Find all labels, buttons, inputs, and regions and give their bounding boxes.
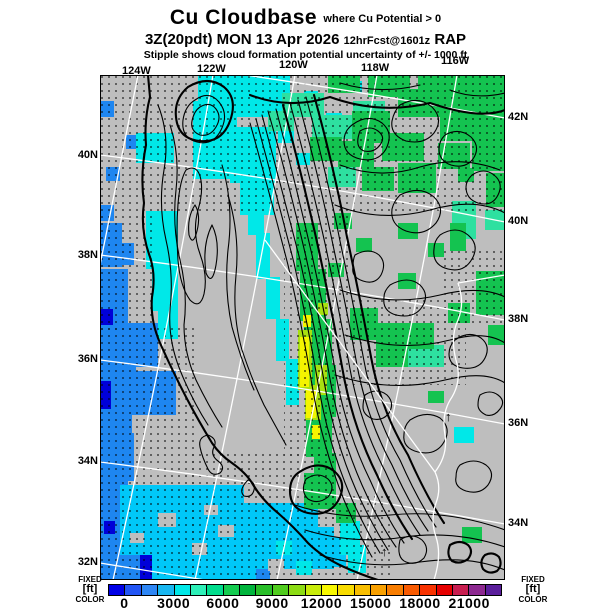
lon-label-122w: 122W xyxy=(197,63,226,75)
colorbar-unit-label: [ft] xyxy=(525,583,541,596)
contour-lines xyxy=(141,75,505,580)
lat-label-right-40n: 40N xyxy=(508,215,529,227)
valid-time: 3Z(20pdt) MON 13 Apr 2026 xyxy=(144,31,340,49)
lon-label-124w: 124W xyxy=(122,65,151,77)
title-main: Cu Cloudbase xyxy=(169,6,318,29)
site-markers: ↑ ↑ xyxy=(381,409,452,559)
stipple-note: Stipple shows cloud formation potential … xyxy=(143,49,468,62)
colorbar-swatches xyxy=(108,584,502,596)
lat-label-left-38n: 38N xyxy=(77,249,98,261)
forecast-cycle: 12hrFcst@1601z xyxy=(343,35,431,48)
colorbar-tick-label: 0 xyxy=(120,595,129,611)
colorbar-tick-label: 15000 xyxy=(349,595,392,611)
colorbar-tick-label: 21000 xyxy=(448,595,490,611)
colorbar-ticks: 0 3000 6000 9000 12000 15000 18000 21000 xyxy=(0,595,611,611)
lat-label-left-32n: 32N xyxy=(77,556,98,568)
map-frame xyxy=(100,75,505,580)
lon-label-118w: 118W xyxy=(361,62,390,74)
lat-label-left-36n: 36N xyxy=(77,353,98,365)
forecast-map: ↑ ↑ xyxy=(100,75,505,580)
title-block: Cu Cloudbase where Cu Potential > 0 3Z(2… xyxy=(0,6,611,61)
colorbar-color-label: COLOR xyxy=(75,594,105,604)
site-marker-arrow-icon: ↑ xyxy=(445,409,452,424)
model-name: RAP xyxy=(434,31,467,49)
state-borders xyxy=(264,239,505,580)
lat-label-right-36n: 36N xyxy=(508,417,529,429)
colorbar-tick-label: 18000 xyxy=(399,595,441,611)
page-title: Cu Cloudbase where Cu Potential > 0 xyxy=(0,6,611,30)
colorbar-tick-label: 12000 xyxy=(300,595,343,611)
colorbar-fixed-label: FIXED xyxy=(521,575,545,584)
lon-label-120w: 120W xyxy=(279,59,308,71)
colorbar-side-label-right: FIXED [ft] COLOR xyxy=(509,575,557,604)
colorbar-unit-label: [ft] xyxy=(82,583,98,596)
lat-label-left-34n: 34N xyxy=(77,455,98,467)
lat-label-right-42n: 42N xyxy=(508,111,529,123)
colorbar-segment xyxy=(484,584,502,596)
site-marker-arrow-icon: ↑ xyxy=(381,544,388,559)
lat-label-right-34n: 34N xyxy=(508,517,529,529)
title-qualifier: where Cu Potential > 0 xyxy=(323,13,442,25)
lon-label-116w: 116W xyxy=(441,55,470,67)
colorbar-color-label: COLOR xyxy=(518,594,548,604)
lat-label-right-38n: 38N xyxy=(508,313,529,325)
lat-label-left-40n: 40N xyxy=(77,149,98,161)
colorbar-tick-label: 9000 xyxy=(255,595,289,611)
colorbar-tick-label: 3000 xyxy=(157,595,191,611)
colorbar-fixed-label: FIXED xyxy=(78,575,102,584)
colorbar-tick-label: 6000 xyxy=(206,595,240,611)
lat-lon-graticule xyxy=(100,75,505,580)
valid-time-line: 3Z(20pdt) MON 13 Apr 2026 12hrFcst@1601z… xyxy=(0,31,611,48)
colorbar-side-label-left: FIXED [ft] COLOR xyxy=(66,575,114,604)
